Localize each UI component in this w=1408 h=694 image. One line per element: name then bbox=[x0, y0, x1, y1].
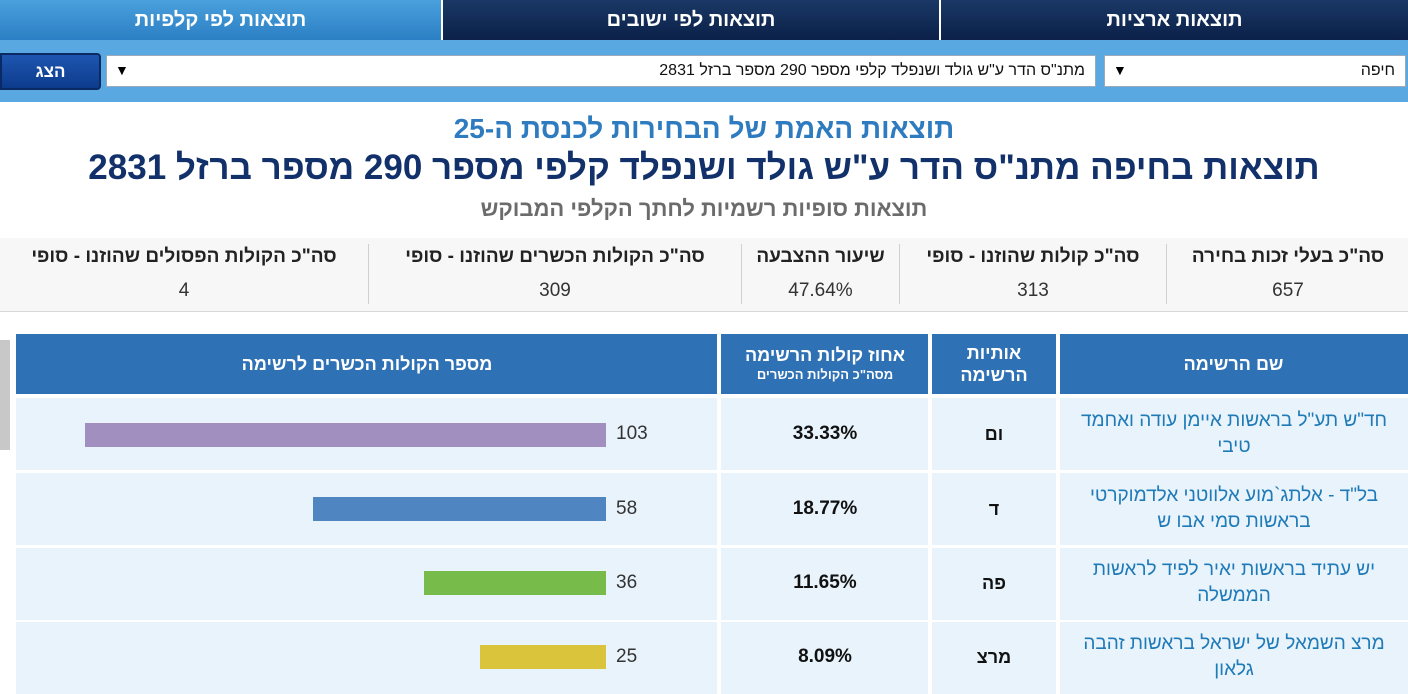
column-divider bbox=[1056, 334, 1060, 694]
scrollbar[interactable] bbox=[0, 340, 10, 450]
table-row bbox=[16, 622, 1408, 694]
ballot-select-value: מתנ"ס הדר ע"ש גולד ושנפלד קלפי מספר 290 … bbox=[659, 62, 1085, 79]
list-name: מרצ השמאל של ישראל בראשות זהבה גלאון bbox=[1083, 633, 1385, 680]
header-percent: אחוז קולות הרשימה מסה"כ הקולות הכשרים bbox=[721, 334, 929, 394]
votes-bar bbox=[313, 497, 606, 521]
summary-turnout: שיעור ההצבעה 47.64% bbox=[742, 238, 899, 308]
header-list-letters: אותיות הרשימה bbox=[932, 334, 1056, 394]
list-votes: 25 bbox=[616, 646, 638, 667]
list-name: יש עתיד בראשות יאיר לפיד לראשות הממשלה bbox=[1092, 559, 1376, 606]
ballot-select[interactable]: מתנ"ס הדר ע"ש גולד ושנפלד קלפי מספר 290 … bbox=[106, 55, 1096, 87]
summary-label: סה"כ בעלי זכות בחירה bbox=[1191, 246, 1385, 267]
city-select[interactable]: חיפה ▼ bbox=[1104, 55, 1406, 87]
list-name: בל"ד - אלתג`מוע אלווטני אלדמוקרטי בראשות… bbox=[1089, 485, 1379, 532]
tab-national-results[interactable]: תוצאות ארציות bbox=[941, 0, 1408, 40]
tab-divider bbox=[441, 0, 443, 40]
list-percent: 33.33% bbox=[792, 423, 858, 444]
summary-value: 47.64% bbox=[788, 280, 853, 301]
summary-value: 309 bbox=[539, 280, 571, 301]
page-subtitle: תוצאות סופיות רשמיות לחתך הקלפי המבוקש bbox=[480, 196, 928, 221]
header-sublabel: מסה"כ הקולות הכשרים bbox=[756, 367, 894, 382]
list-percent: 8.09% bbox=[798, 646, 852, 667]
list-letters: ד bbox=[988, 498, 1000, 519]
column-divider bbox=[928, 334, 932, 694]
location-title: תוצאות בחיפה מתנ"ס הדר ע"ש גולד ושנפלד ק… bbox=[88, 148, 1320, 187]
city-select-value: חיפה bbox=[1360, 62, 1395, 79]
summary-invalid-votes: סה"כ הקולות הפסולים שהוזנו - סופי 4 bbox=[0, 238, 368, 308]
tab-label: תוצאות ארציות bbox=[1106, 8, 1243, 31]
page-title: תוצאות האמת של הבחירות לכנסת ה-25 bbox=[453, 113, 955, 144]
header-label: אחוז קולות הרשימה bbox=[744, 345, 906, 365]
summary-eligible-voters: סה"כ בעלי זכות בחירה 657 bbox=[1168, 238, 1408, 308]
summary-divider bbox=[741, 244, 742, 304]
votes-bar bbox=[424, 571, 606, 595]
table-row bbox=[16, 548, 1408, 620]
summary-divider bbox=[368, 244, 369, 304]
header-label: אותיות הרשימה bbox=[960, 343, 1028, 385]
votes-bar bbox=[85, 423, 606, 447]
tab-divider bbox=[939, 0, 941, 40]
dropdown-arrow-icon: ▼ bbox=[1113, 62, 1127, 78]
list-letters: ום bbox=[984, 423, 1004, 444]
summary-label: סה"כ קולות שהוזנו - סופי bbox=[926, 246, 1140, 267]
summary-value: 313 bbox=[1017, 280, 1049, 301]
summary-strip bbox=[0, 238, 1408, 312]
summary-divider bbox=[899, 244, 900, 304]
summary-divider bbox=[1166, 244, 1167, 304]
summary-label: סה"כ הקולות הפסולים שהוזנו - סופי bbox=[31, 246, 337, 267]
table-row bbox=[16, 473, 1408, 545]
list-percent: 11.65% bbox=[793, 572, 857, 593]
dropdown-arrow-icon: ▼ bbox=[115, 62, 129, 78]
tab-label: תוצאות לפי ישובים bbox=[606, 8, 776, 31]
header-label: מספר הקולות הכשרים לרשימה bbox=[241, 354, 493, 374]
summary-label: שיעור ההצבעה bbox=[756, 246, 885, 267]
column-divider bbox=[717, 334, 721, 694]
summary-label: סה"כ הקולות הכשרים שהוזנו - סופי bbox=[405, 246, 705, 267]
list-letters: מרצ bbox=[976, 646, 1012, 667]
list-letters: פה bbox=[982, 572, 1006, 593]
list-percent: 18.77% bbox=[792, 498, 858, 519]
list-votes: 36 bbox=[616, 572, 638, 593]
summary-valid-votes: סה"כ הקולות הכשרים שהוזנו - סופי 309 bbox=[369, 238, 741, 308]
tab-label: תוצאות לפי קלפיות bbox=[134, 8, 307, 31]
list-votes: 103 bbox=[616, 423, 648, 444]
header-label: שם הרשימה bbox=[1183, 354, 1284, 374]
list-votes: 58 bbox=[616, 498, 638, 519]
header-list-name: שם הרשימה bbox=[1059, 334, 1408, 394]
summary-votes-entered: סה"כ קולות שהוזנו - סופי 313 bbox=[900, 238, 1166, 308]
tab-results-by-ballot[interactable]: תוצאות לפי קלפיות bbox=[0, 0, 441, 40]
summary-value: 657 bbox=[1272, 280, 1304, 301]
list-name: חד"ש תע"ל בראשות איימן עודה ואחמד טיבי bbox=[1080, 410, 1388, 457]
votes-bar bbox=[480, 645, 606, 669]
header-votes: מספר הקולות הכשרים לרשימה bbox=[16, 334, 718, 394]
tab-results-by-settlement[interactable]: תוצאות לפי ישובים bbox=[443, 0, 939, 40]
show-button[interactable]: הצג bbox=[0, 53, 101, 90]
summary-value: 4 bbox=[178, 280, 190, 301]
